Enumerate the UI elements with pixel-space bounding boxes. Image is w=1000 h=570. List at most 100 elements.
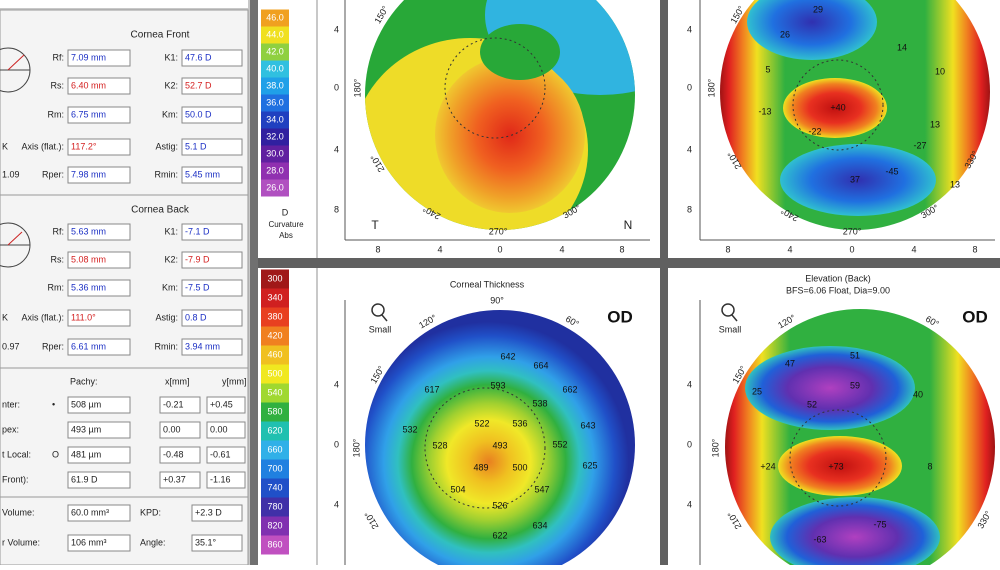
- side-label: N: [624, 218, 633, 232]
- value: 493 µm: [71, 424, 101, 434]
- map-value: -13: [758, 106, 771, 116]
- angle-label: 270°: [843, 226, 862, 236]
- axis-label: 0: [334, 82, 339, 92]
- value-box: [206, 471, 246, 489]
- zoom-label[interactable]: Small: [369, 324, 392, 334]
- map-value: 522: [474, 418, 489, 428]
- field-label: Volume:: [2, 507, 35, 517]
- map-value: 552: [552, 439, 567, 449]
- zoom-icon[interactable]: [371, 303, 388, 322]
- scale-name: Curvature: [268, 220, 304, 229]
- value-box: [159, 396, 201, 414]
- column-header: y[mm]: [222, 376, 247, 386]
- map-title: Corneal Thickness: [450, 279, 525, 289]
- value-box: [67, 396, 131, 414]
- map-value: 8: [927, 461, 932, 471]
- zoom-icon[interactable]: [721, 303, 738, 322]
- map-value: 634: [532, 520, 547, 530]
- value: 5.63 mm: [71, 226, 106, 236]
- field-label: t Local:: [2, 449, 31, 459]
- row-lead: K: [2, 141, 8, 151]
- axis-label: 4: [334, 24, 339, 34]
- field-label: pex:: [2, 424, 19, 434]
- value: 481 µm: [71, 449, 101, 459]
- map-value: 643: [580, 420, 595, 430]
- map-value: -45: [885, 166, 898, 176]
- pupil-circle: [444, 37, 546, 139]
- scale-label: 580: [267, 406, 282, 416]
- scale-swatch: [261, 162, 289, 180]
- value-box: [206, 421, 246, 439]
- scale-swatch: [261, 288, 289, 308]
- scale-label: 500: [267, 368, 282, 378]
- value: 106 mm³: [71, 537, 107, 547]
- value: -1.16: [210, 474, 231, 484]
- map-value: 59: [850, 380, 860, 390]
- scale-swatch: [261, 440, 289, 460]
- value: -0.21: [163, 399, 184, 409]
- eye-label: OD: [607, 307, 633, 326]
- column-header: Pachy:: [70, 376, 98, 386]
- map-value: 622: [492, 530, 507, 540]
- field-label: Rmin:: [154, 169, 178, 179]
- zoom-label[interactable]: Small: [719, 324, 742, 334]
- value-box: [181, 49, 243, 67]
- eye-label: OD: [962, 307, 988, 326]
- value: 52.7 D: [185, 80, 212, 90]
- field-label: Rf:: [52, 52, 64, 62]
- value-box: [67, 504, 131, 522]
- thickness-map: [365, 310, 635, 570]
- axis-label: 8: [725, 244, 730, 254]
- field-label: Rs:: [51, 254, 65, 264]
- map-value: 504: [450, 484, 465, 494]
- axes: [344, 0, 650, 241]
- value: -7.9 D: [185, 254, 210, 264]
- scale-swatch: [261, 364, 289, 384]
- axis-label: 8: [334, 204, 339, 214]
- field-label: Rm:: [48, 282, 65, 292]
- divider: [250, 0, 258, 565]
- field-label: KPD:: [140, 507, 161, 517]
- axis-label: 0: [497, 244, 502, 254]
- scale-label: 300: [267, 273, 282, 283]
- field-label: r Volume:: [2, 537, 40, 547]
- map-value: 52: [807, 399, 817, 409]
- value: 35.1°: [195, 537, 217, 547]
- map-value: 47: [785, 358, 795, 368]
- scale-label: 460: [267, 349, 282, 359]
- value-box: [191, 534, 243, 552]
- scale-swatch: [261, 307, 289, 327]
- value: 50.0 D: [185, 109, 212, 119]
- value: 6.75 mm: [71, 109, 106, 119]
- scale-label: 620: [267, 425, 282, 435]
- map-value: 40: [913, 389, 923, 399]
- map-value: 664: [533, 360, 548, 370]
- scale-swatch: [261, 43, 289, 61]
- scale-label: 38.0: [266, 80, 284, 90]
- axis-label: 4: [787, 244, 792, 254]
- row-lead: 0.97: [2, 341, 20, 351]
- field-label: Axis (flat.):: [21, 312, 64, 322]
- scale-swatch: [261, 345, 289, 365]
- scale-label: 46.0: [266, 12, 284, 22]
- field-label: Rper:: [42, 169, 64, 179]
- axis-label: 0: [849, 244, 854, 254]
- axis-label: 4: [687, 499, 692, 509]
- scale-label: 40.0: [266, 63, 284, 73]
- map-value: +73: [828, 461, 843, 471]
- value: +0.37: [163, 474, 186, 484]
- field-label: Km:: [162, 282, 178, 292]
- scale-swatch: [261, 383, 289, 403]
- pupil-circle: [789, 409, 887, 507]
- scale-label: 42.0: [266, 46, 284, 56]
- map-value: 51: [850, 350, 860, 360]
- value-box: [191, 504, 243, 522]
- value-box: [181, 138, 243, 156]
- field-label: Rs:: [51, 80, 65, 90]
- map-value: 5: [765, 64, 770, 74]
- scale-label: 32.0: [266, 131, 284, 141]
- axis-label: 4: [334, 144, 339, 154]
- map-value: 37: [850, 174, 860, 184]
- value-box: [67, 421, 131, 439]
- axis-label: 8: [972, 244, 977, 254]
